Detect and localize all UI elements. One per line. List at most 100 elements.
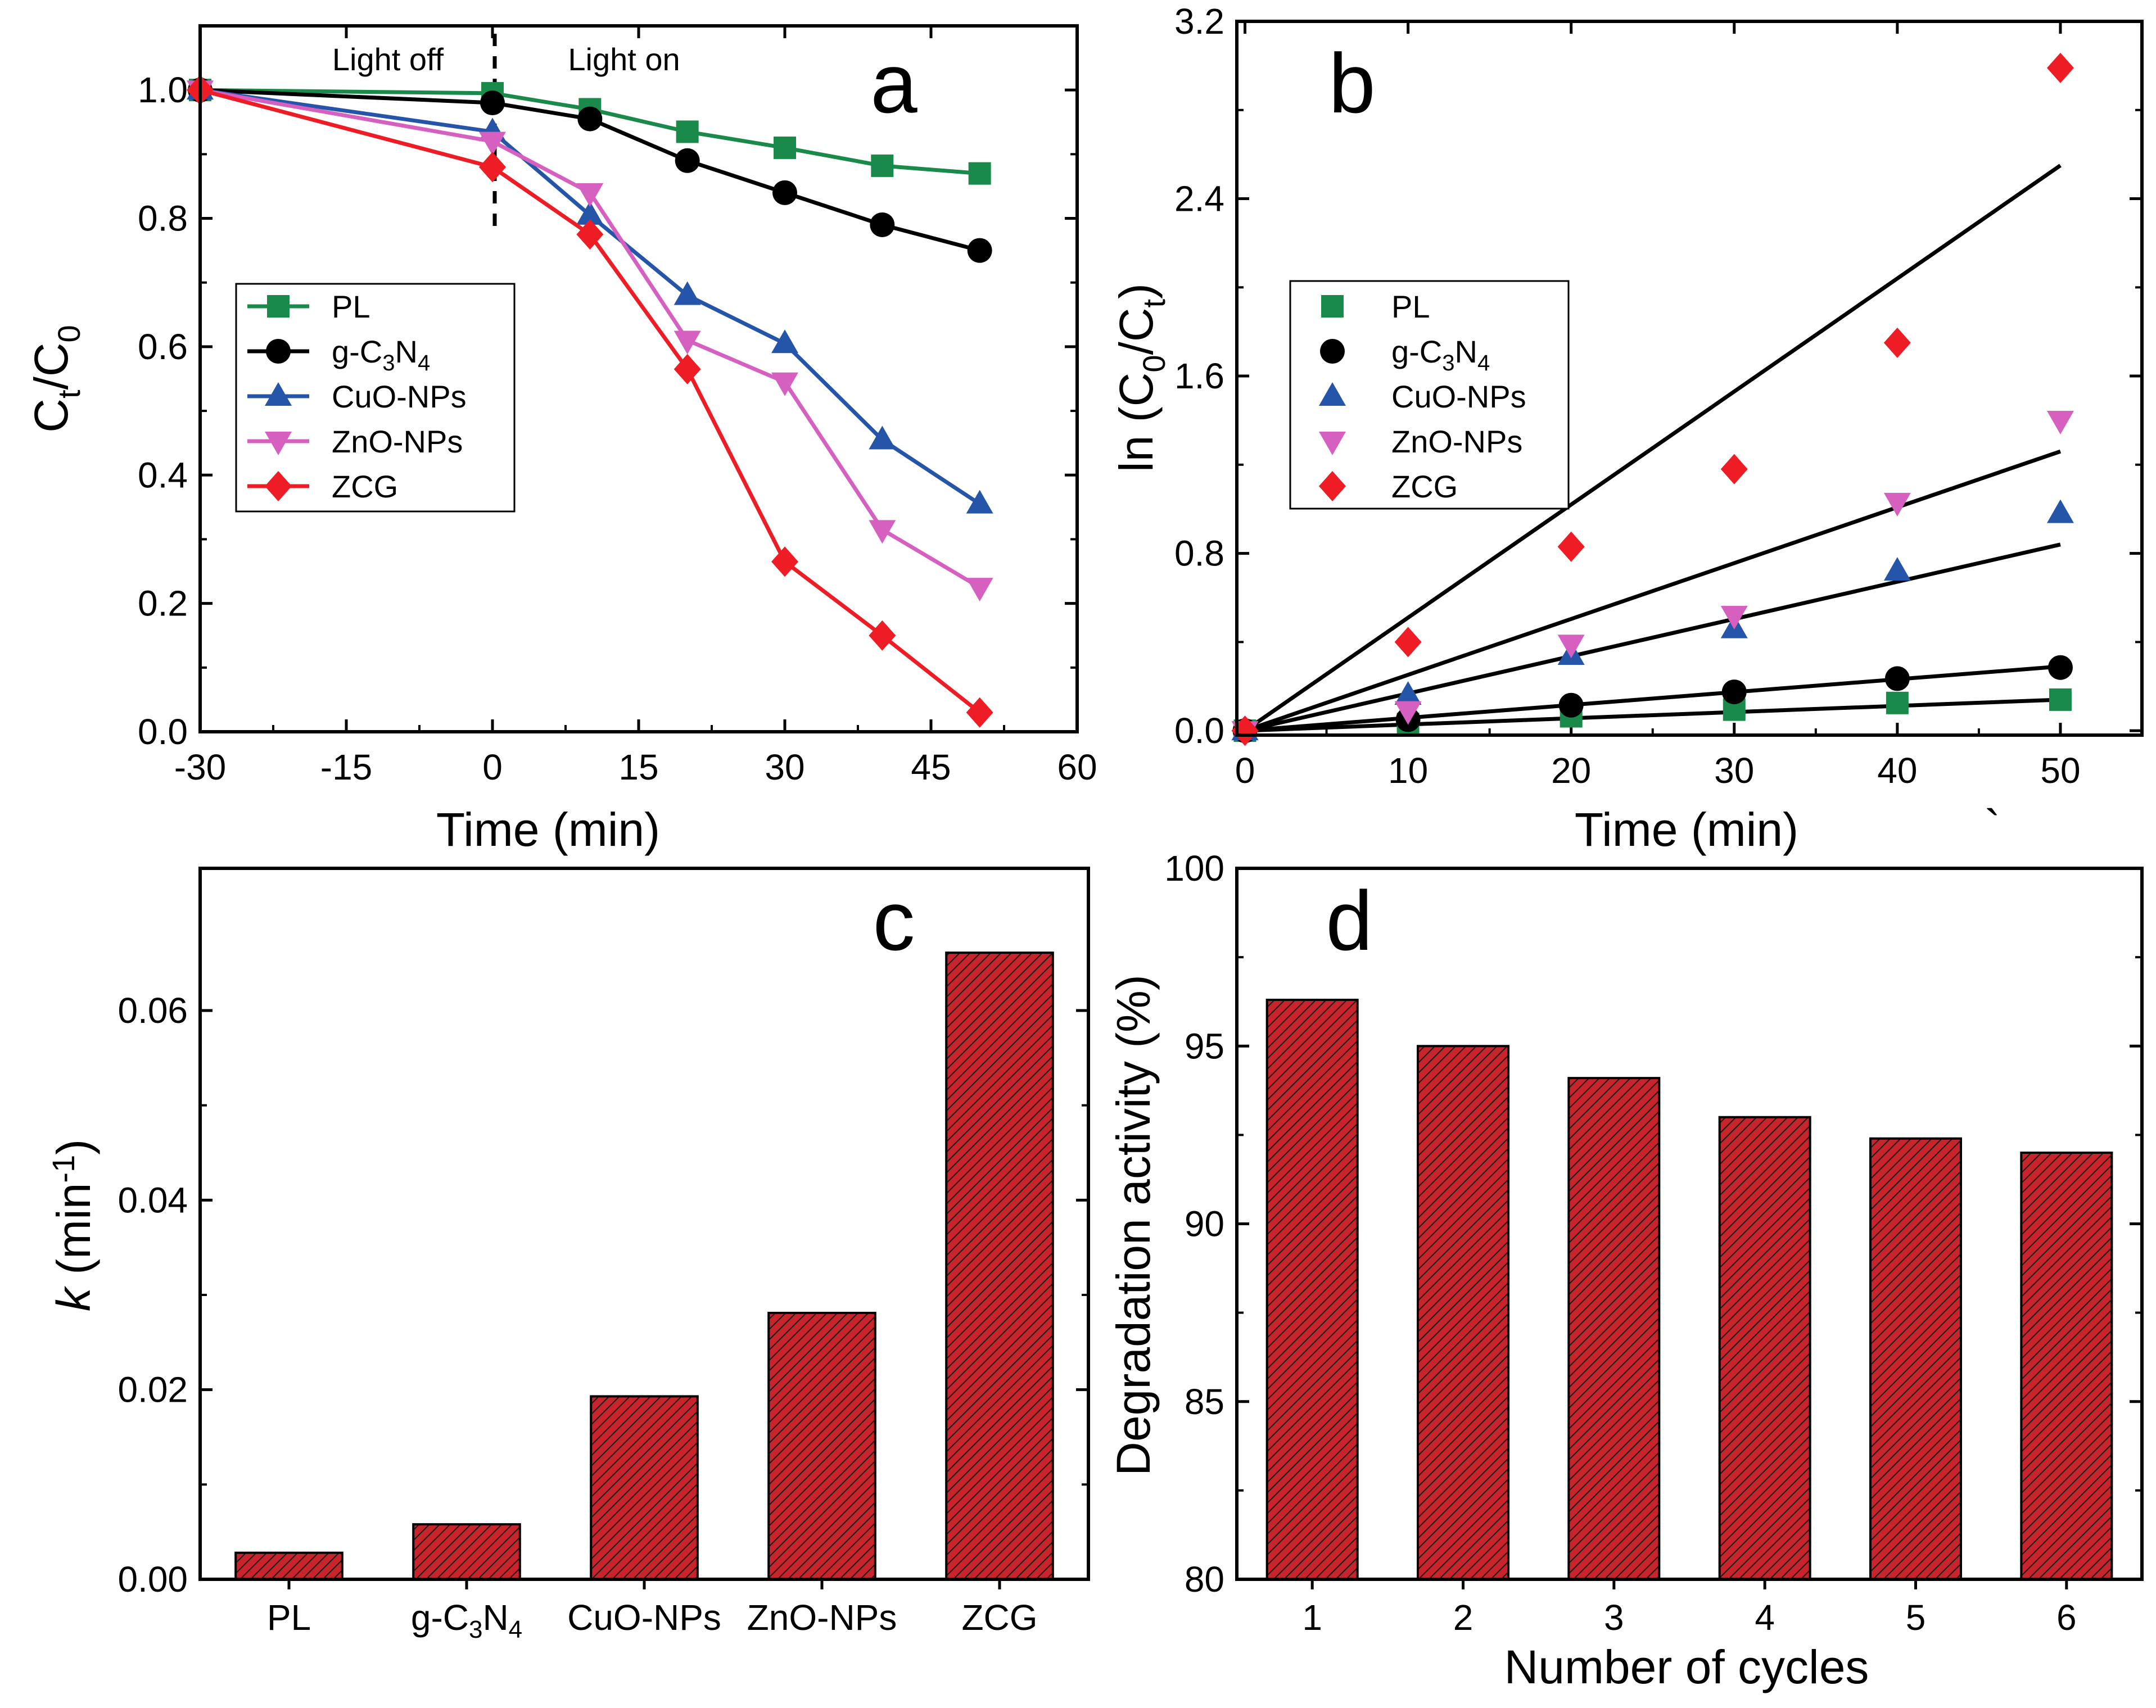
- panel-a-light-off-label: Light off: [332, 42, 444, 77]
- panel-a-point-g-C3N4-4: [772, 180, 797, 205]
- panel-c-bar-0: [234, 1551, 343, 1581]
- panel-a-legend-label-ZCG: ZCG: [332, 469, 398, 504]
- panel-a-y-tick-label-3: 0.6: [138, 327, 188, 367]
- panel-d-y-tick-label-0: 80: [1185, 1559, 1224, 1600]
- panel-a-x-tick-label-6: 60: [1057, 747, 1097, 787]
- panel-a-point-g-C3N4-1: [480, 90, 505, 116]
- panel-b-point-g-C3N4-2: [1558, 692, 1584, 718]
- panel-a-point-CuO-NPs-5: [869, 425, 896, 450]
- panel-a-x-axis-label: Time (min): [436, 803, 660, 856]
- panel-b-point-ZCG-2: [1557, 531, 1585, 562]
- panel-b-x-tick-label-4: 40: [1877, 750, 1917, 791]
- panel-b-legend-marker-CuO-NPs: [1319, 382, 1346, 406]
- panel-c-x-tick-2: CuO-NPs: [567, 1597, 721, 1638]
- panel-c-bar-4: [945, 952, 1054, 1580]
- panel-d-x-tick-label-5: 6: [2056, 1597, 2077, 1638]
- panel-b-point-PL-4: [1886, 691, 1909, 714]
- panel-a-point-PL-3: [676, 120, 699, 143]
- panel-a-ticks: 0.0 0.2 0.4 0.6 0.8 1.0 -30 -15 0 15 30 45 60: [138, 26, 1097, 787]
- panel-a-point-CuO-NPs-2: [576, 201, 604, 225]
- panel-b-point-g-C3N4-3: [1721, 679, 1747, 705]
- panel-a-point-ZnO-NPs-2: [576, 183, 604, 207]
- panel-a-legend-label-ZnO-NPs: ZnO-NPs: [332, 424, 463, 459]
- panel-d-x-tick-label-3: 4: [1755, 1597, 1775, 1638]
- panel-a-legend-marker-g-C3N4: [266, 339, 291, 364]
- panel-a-y-tick-label-0: 0.0: [138, 712, 188, 752]
- panel-d-bar-2: [1567, 1077, 1661, 1581]
- panel-d-x-tick-label-0: 1: [1302, 1597, 1322, 1638]
- panel-b-point-CuO-NPs-5: [2046, 499, 2074, 523]
- panel-b: 0.0 0.8 1.6 2.4 3.2 0 10 20 30 40 50 b PL g-C3N4 CuO…: [1110, 1, 2144, 856]
- panel-a-legend-label-CuO-NPs: CuO-NPs: [332, 379, 467, 414]
- panel-c-x-tick-4: ZCG: [961, 1597, 1037, 1638]
- panel-a-point-PL-6: [968, 162, 991, 185]
- panel-b-y-tick-label-4: 3.2: [1174, 1, 1224, 42]
- panel-d-y-tick-label-1: 85: [1185, 1381, 1224, 1422]
- panel-a-legend-marker-PL: [267, 295, 290, 318]
- panel-a-point-ZCG-2: [576, 219, 604, 250]
- panel-d-bar-3: [1718, 1116, 1811, 1580]
- panel-d: 80 85 90 95 100 1 2 3 4 5 6 d Number of cycles Deg…: [1107, 848, 2144, 1693]
- panel-a-point-ZCG-4: [771, 546, 798, 577]
- panel-b-point-CuO-NPs-1: [1394, 681, 1422, 705]
- panel-a-point-g-C3N4-2: [577, 106, 603, 132]
- panel-a-point-ZnO-NPs-1: [479, 132, 506, 156]
- panel-d-x-tick-label-2: 3: [1604, 1597, 1624, 1638]
- panel-a-legend-label-g-C3N4: g-C3N4: [332, 334, 430, 375]
- panel-b-fit-ZnO-NPs: [1244, 449, 2062, 733]
- panel-b-point-CuO-NPs-4: [1883, 557, 1911, 581]
- panel-a-point-g-C3N4-3: [675, 148, 700, 173]
- panel-a-point-g-C3N4-5: [870, 212, 895, 237]
- panel-a-x-tick-label-2: 0: [482, 747, 503, 787]
- panel-a-legend: PL g-C3N4 CuO-NPs ZnO-NPs ZCG: [235, 283, 516, 513]
- panel-a-frame: [198, 24, 1079, 733]
- panel-c-y-tick-label-2: 0.04: [117, 1180, 188, 1220]
- panel-d-frame: [1235, 867, 2144, 1581]
- panel-a-y-axis-label: Ct/C0: [25, 325, 87, 432]
- panel-c-frame: [198, 867, 1090, 1581]
- panel-a-point-ZCG-3: [674, 354, 701, 384]
- panel-d-x-tick-label-4: 5: [1906, 1597, 1926, 1638]
- panel-b-legend-label-g-C3N4: g-C3N4: [1391, 334, 1490, 375]
- panel-a-letter: a: [870, 36, 917, 130]
- panel-a-legend-marker-ZCG: [265, 471, 292, 501]
- panel-a-point-ZCG-6: [966, 697, 993, 728]
- panel-c-y-tick-label-3: 0.06: [117, 990, 188, 1031]
- panel-b-fit-CuO-NPs: [1244, 542, 2061, 733]
- panel-a-light-on-label: Light on: [568, 42, 680, 77]
- panel-a-point-CuO-NPs-6: [966, 490, 993, 514]
- panel-d-x-tick-label-1: 2: [1453, 1597, 1474, 1638]
- panel-b-fit-PL: [1245, 697, 2061, 733]
- panel-a-legend-marker-ZnO-NPs: [265, 432, 292, 455]
- panel-b-fit-ZCG: [1244, 164, 2062, 732]
- panel-a-y-tick-label-4: 0.8: [138, 198, 188, 239]
- panel-c-x-tick-1: g-C3N4: [411, 1597, 522, 1643]
- panel-b-point-ZCG-4: [1883, 327, 1911, 358]
- panel-b-legend-label-ZCG: ZCG: [1391, 469, 1458, 504]
- panel-b-point-ZnO-NPs-1: [1394, 701, 1422, 725]
- panel-a-y-tick-label-1: 0.2: [138, 583, 188, 624]
- panel-a: 0.0 0.2 0.4 0.6 0.8 1.0 -30 -15 0 15 30 45 60 Light …: [25, 24, 1097, 856]
- panel-b-point-ZnO-NPs-2: [1557, 635, 1585, 659]
- panel-b-y-tick-label-2: 1.6: [1174, 356, 1224, 396]
- panel-b-fit-lines: [1244, 164, 2062, 733]
- panel-b-legend: PL g-C3N4 CuO-NPs ZnO-NPs ZCG: [1289, 280, 1570, 510]
- panel-a-series: [187, 75, 993, 728]
- panel-c-x-tick-3: ZnO-NPs: [747, 1597, 897, 1638]
- panel-d-y-tick-label-3: 95: [1185, 1026, 1224, 1066]
- panel-b-frame: [1235, 20, 2144, 737]
- panel-a-legend-marker-CuO-NPs: [265, 382, 292, 406]
- panel-c-y-axis-label: k (min-1): [46, 1139, 100, 1311]
- panel-b-series: [1231, 52, 2074, 746]
- panel-a-point-PL-5: [871, 154, 894, 177]
- panel-c-y-tick-label-1: 0.02: [117, 1370, 188, 1410]
- panel-b-x-tick-label-1: 10: [1388, 750, 1428, 791]
- panel-b-x-tick-label-0: 0: [1235, 750, 1255, 791]
- panel-a-point-ZnO-NPs-6: [966, 578, 993, 602]
- panel-b-y-tick-label-3: 2.4: [1174, 179, 1224, 219]
- panel-b-stray-mark: `: [1985, 800, 2000, 853]
- panel-b-point-ZnO-NPs-5: [2046, 410, 2074, 434]
- panel-b-y-tick-label-0: 0.0: [1174, 710, 1224, 751]
- panel-a-point-ZCG-1: [479, 152, 506, 183]
- panel-b-point-g-C3N4-5: [2047, 655, 2073, 680]
